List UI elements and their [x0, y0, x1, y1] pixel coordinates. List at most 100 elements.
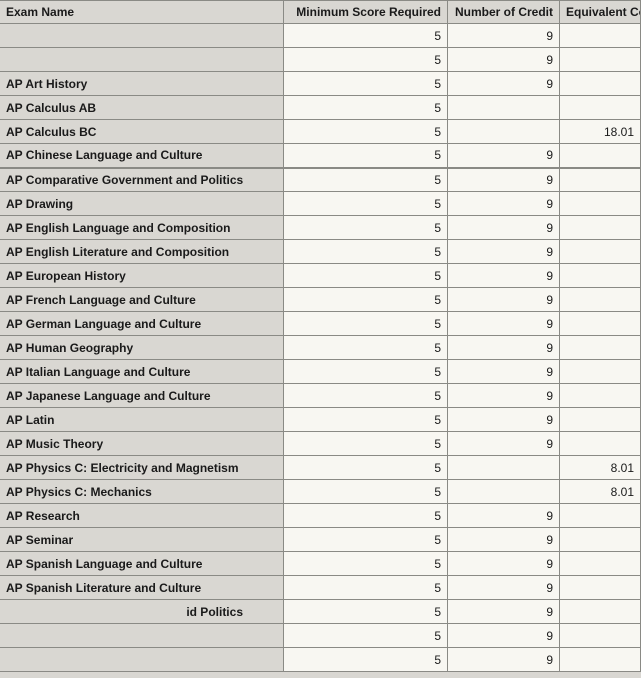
- cell-exam-name: AP English Literature and Composition: [0, 240, 284, 264]
- cell-min-score: 5: [284, 288, 448, 312]
- cell-min-score: 5: [284, 648, 448, 672]
- cell-min-score: 5: [284, 456, 448, 480]
- table-row: AP German Language and Culture59: [0, 312, 641, 336]
- cell-exam-name: AP Art History: [0, 72, 284, 96]
- cell-min-score: 5: [284, 384, 448, 408]
- cell-min-score: 5: [284, 528, 448, 552]
- table-row: AP Chinese Language and Culture59: [0, 144, 641, 168]
- table-row: AP Physics C: Mechanics58.01: [0, 480, 641, 504]
- cell-min-score: 5: [284, 432, 448, 456]
- cell-equivalent-course: 8.01: [560, 480, 641, 504]
- cell-credit: 9: [448, 192, 560, 216]
- cell-equivalent-course: [560, 144, 641, 168]
- cell-exam-name: AP Chinese Language and Culture: [0, 144, 284, 168]
- cell-exam-name: AP Comparative Government and Politics: [0, 168, 284, 192]
- cell-equivalent-course: [560, 264, 641, 288]
- table-row: AP Drawing59: [0, 192, 641, 216]
- cell-credit: 9: [448, 576, 560, 600]
- cell-min-score: 5: [284, 96, 448, 120]
- cell-equivalent-course: [560, 384, 641, 408]
- table-row: AP European History59: [0, 264, 641, 288]
- cell-equivalent-course: [560, 96, 641, 120]
- cell-equivalent-course: 8.01: [560, 456, 641, 480]
- cell-exam-name: AP Music Theory: [0, 432, 284, 456]
- cell-credit: [448, 96, 560, 120]
- table-row: AP Calculus BC5 18.01: [0, 120, 641, 144]
- cell-credit: 9: [448, 216, 560, 240]
- cell-credit: 9: [448, 360, 560, 384]
- cell-exam-name: AP French Language and Culture: [0, 288, 284, 312]
- cell-min-score: 5: [284, 336, 448, 360]
- cell-exam-name: AP Latin: [0, 408, 284, 432]
- cell-equivalent-course: 18.01: [560, 120, 641, 144]
- cell-credit: 9: [448, 600, 560, 624]
- cell-equivalent-course: [560, 360, 641, 384]
- ap-credit-table: Exam Name Minimum Score Required Number …: [0, 0, 641, 672]
- cell-credit: 9: [448, 24, 560, 48]
- table-row: AP Spanish Literature and Culture59: [0, 576, 641, 600]
- table-row: AP Human Geography59: [0, 336, 641, 360]
- table-body: 5959AP Art History59AP Calculus AB5AP Ca…: [0, 24, 641, 672]
- cell-credit: 9: [448, 48, 560, 72]
- cell-min-score: 5: [284, 576, 448, 600]
- cell-credit: [448, 480, 560, 504]
- cell-credit: 9: [448, 264, 560, 288]
- col-header-equiv: Equivalent Course: [560, 1, 641, 24]
- cell-credit: 9: [448, 168, 560, 192]
- cell-exam-name: AP Physics C: Mechanics: [0, 480, 284, 504]
- table-row: id Politics59: [0, 600, 641, 624]
- col-header-credit: Number of Credit: [448, 1, 560, 24]
- table-row: 59: [0, 624, 641, 648]
- cell-exam-name: [0, 24, 284, 48]
- cell-credit: 9: [448, 648, 560, 672]
- cell-min-score: 5: [284, 312, 448, 336]
- col-header-exam: Exam Name: [0, 1, 284, 24]
- cell-equivalent-course: [560, 648, 641, 672]
- cell-equivalent-course: [560, 576, 641, 600]
- table-row: AP Latin59: [0, 408, 641, 432]
- cell-equivalent-course: [560, 72, 641, 96]
- table-row: AP Seminar59: [0, 528, 641, 552]
- cell-exam-name: [0, 648, 284, 672]
- cell-credit: 9: [448, 432, 560, 456]
- cell-equivalent-course: [560, 528, 641, 552]
- cell-min-score: 5: [284, 600, 448, 624]
- cell-min-score: 5: [284, 360, 448, 384]
- cell-min-score: 5: [284, 72, 448, 96]
- table-row: AP French Language and Culture59: [0, 288, 641, 312]
- cell-min-score: 5: [284, 264, 448, 288]
- cell-equivalent-course: [560, 336, 641, 360]
- table-row: AP English Literature and Composition59: [0, 240, 641, 264]
- cell-exam-name: AP Calculus BC: [0, 120, 284, 144]
- cell-credit: 9: [448, 504, 560, 528]
- cell-exam-name: AP Italian Language and Culture: [0, 360, 284, 384]
- cell-exam-name: [0, 624, 284, 648]
- cell-credit: 9: [448, 384, 560, 408]
- cell-min-score: 5: [284, 216, 448, 240]
- cell-equivalent-course: [560, 192, 641, 216]
- cell-credit: 9: [448, 288, 560, 312]
- cell-equivalent-course: [560, 216, 641, 240]
- cell-exam-name: id Politics: [0, 600, 284, 624]
- cell-credit: 9: [448, 552, 560, 576]
- table-row: 59: [0, 24, 641, 48]
- cell-equivalent-course: [560, 240, 641, 264]
- cell-exam-name: AP Physics C: Electricity and Magnetism: [0, 456, 284, 480]
- cell-equivalent-course: [560, 408, 641, 432]
- cell-min-score: 5: [284, 192, 448, 216]
- cell-equivalent-course: [560, 24, 641, 48]
- cell-exam-name: AP Japanese Language and Culture: [0, 384, 284, 408]
- cell-min-score: 5: [284, 504, 448, 528]
- cell-min-score: 5: [284, 552, 448, 576]
- cell-exam-name: AP Calculus AB: [0, 96, 284, 120]
- cell-exam-name: AP Spanish Language and Culture: [0, 552, 284, 576]
- cell-equivalent-course: [560, 168, 641, 192]
- table-row: AP English Language and Composition59: [0, 216, 641, 240]
- cell-min-score: 5: [284, 48, 448, 72]
- cell-exam-name: AP Research: [0, 504, 284, 528]
- cell-credit: 9: [448, 144, 560, 168]
- cell-credit: 9: [448, 408, 560, 432]
- cell-exam-name: [0, 48, 284, 72]
- cell-credit: [448, 456, 560, 480]
- cell-min-score: 5: [284, 120, 448, 144]
